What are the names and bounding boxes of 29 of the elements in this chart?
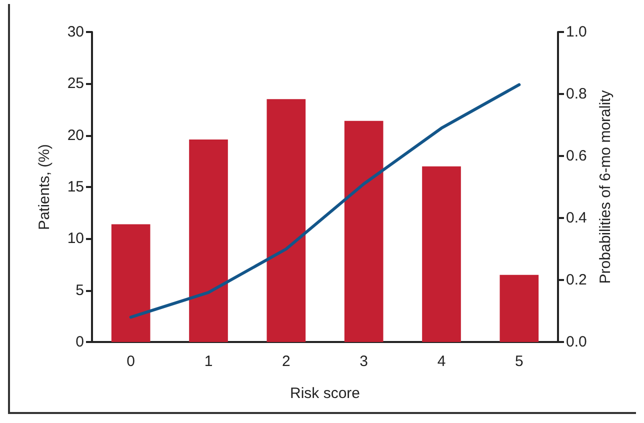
- bar: [344, 120, 384, 342]
- y-tick-label: 25: [67, 75, 84, 92]
- bar: [500, 274, 539, 342]
- y2-tick-label: 1.0: [566, 24, 587, 40]
- y2-tick-label: 0.8: [566, 86, 587, 102]
- y2-tick-label: 0.2: [566, 272, 587, 288]
- bar: [422, 166, 461, 342]
- x-tick-label: 3: [360, 353, 368, 370]
- bar: [189, 139, 228, 342]
- y2-tick-label: 0.4: [566, 210, 587, 226]
- x-tick-label: 1: [204, 353, 213, 370]
- y2-tick-label: 0.0: [566, 334, 587, 350]
- y-tick-label: 15: [67, 178, 84, 196]
- y2-tick-label: 0.6: [566, 148, 587, 164]
- y-tick-label: 20: [67, 126, 84, 144]
- y-tick-label: 5: [76, 282, 84, 299]
- y-tick-label: 0: [76, 334, 84, 350]
- bar: [266, 99, 306, 342]
- y-axis-title: Patients, (%): [36, 144, 53, 230]
- x-tick-label: 5: [514, 353, 524, 370]
- x-axis-title: Risk score: [290, 385, 360, 402]
- y-tick-label: 10: [67, 230, 84, 248]
- line-series: [129, 83, 521, 319]
- x-tick-label: 4: [437, 353, 446, 370]
- x-tick-label: 0: [126, 353, 136, 370]
- y2-axis-title: Probabilities of 6-mo morality: [597, 90, 614, 284]
- bar: [111, 224, 150, 342]
- y-tick-label: 30: [67, 24, 84, 40]
- x-tick-label: 2: [282, 353, 290, 370]
